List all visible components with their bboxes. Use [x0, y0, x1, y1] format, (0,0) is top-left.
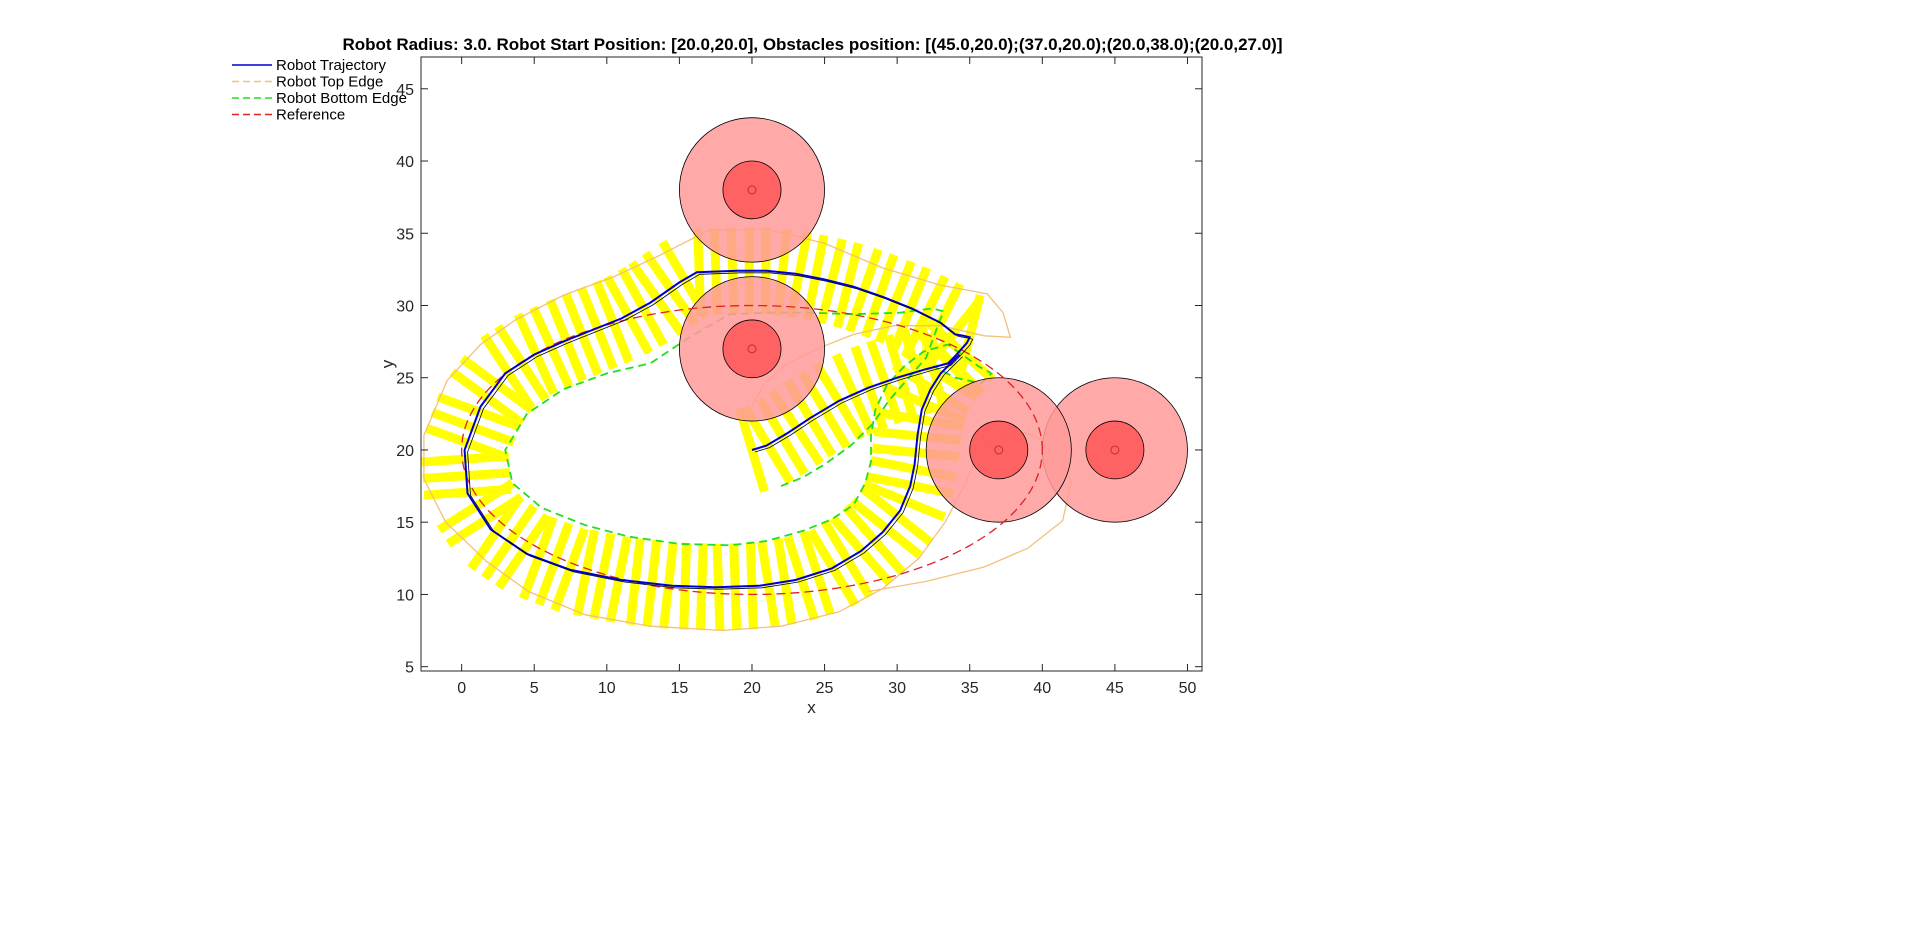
x-tick-label: 25 — [816, 680, 834, 697]
y-axis-ticks: 5 10 15 20 25 30 35 40 45 — [396, 82, 1202, 677]
y-tick-label: 35 — [396, 226, 414, 243]
x-tick-label: 10 — [598, 680, 616, 697]
obstacles — [678, 117, 1188, 523]
x-tick-label: 0 — [457, 680, 466, 697]
obstacle-center-marker — [747, 185, 757, 195]
y-tick-label: 45 — [396, 82, 414, 99]
obstacle-inner-circle — [969, 420, 1029, 480]
x-tick-label: 45 — [1106, 680, 1124, 697]
x-axis-ticks: 0 5 10 15 20 25 30 35 40 45 50 — [457, 57, 1196, 697]
x-tick-label: 15 — [670, 680, 688, 697]
y-tick-label: 40 — [396, 154, 414, 171]
trajectory-lines — [460, 269, 1043, 596]
obstacle-center-marker — [747, 344, 757, 354]
legend-entry-3: Reference — [276, 107, 345, 124]
x-tick-label: 50 — [1179, 680, 1197, 697]
robot-bottom-edge-line — [504, 307, 993, 547]
y-tick-label: 25 — [396, 371, 414, 388]
x-tick-label: 30 — [888, 680, 906, 697]
y-tick-label: 20 — [396, 443, 414, 460]
obstacle-center-marker — [994, 445, 1004, 455]
x-tick-label: 35 — [961, 680, 979, 697]
reference-line — [460, 304, 1043, 596]
x-axis-label: x — [807, 698, 816, 717]
y-tick-label: 10 — [396, 587, 414, 604]
y-axis-label: y — [378, 359, 397, 368]
robot-trajectory-shadow — [467, 272, 974, 590]
obstacle-inner-circle — [722, 319, 782, 379]
x-tick-label: 5 — [530, 680, 539, 697]
obstacle-inner-circle — [1085, 420, 1145, 480]
x-tick-label: 40 — [1033, 680, 1051, 697]
obstacle-center-marker — [1110, 445, 1120, 455]
legend-entry-2: Robot Bottom Edge — [276, 90, 407, 107]
robot-body-footprints — [421, 227, 996, 631]
robot-trajectory-line — [463, 269, 972, 589]
y-tick-label: 30 — [396, 298, 414, 315]
x-tick-label: 20 — [743, 680, 761, 697]
axes-box — [420, 56, 1203, 672]
legend-entry-1: Robot Top Edge — [276, 74, 383, 91]
legend-entry-0: Robot Trajectory — [276, 57, 387, 74]
robot-footprint — [735, 407, 769, 493]
y-tick-label: 5 — [405, 660, 414, 677]
chart-title: Robot Radius: 3.0. Robot Start Position:… — [343, 35, 1283, 54]
y-tick-label: 15 — [396, 515, 414, 532]
obstacle-inner-circle — [722, 160, 782, 220]
